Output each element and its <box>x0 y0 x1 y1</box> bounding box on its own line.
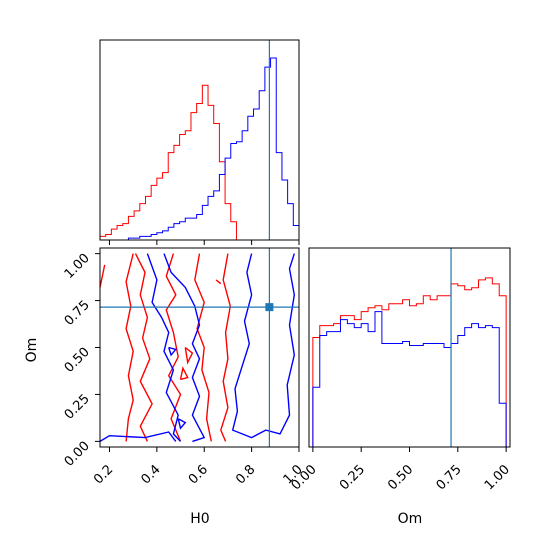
contour-red <box>165 253 182 442</box>
y-axis-label-om: Om <box>24 338 40 363</box>
contour-red <box>184 346 194 365</box>
om-y-tick-label: 0.25 <box>62 392 93 423</box>
contour-blue <box>146 253 182 442</box>
h0-hist-blue-line <box>100 57 300 241</box>
h0-tick-label: 0.2 <box>91 462 116 487</box>
panel-om-marginal: 0.00 0.25 0.50 0.75 1.00 <box>289 247 513 493</box>
contour-red <box>125 253 134 442</box>
om-y-tick-label: 0.75 <box>62 298 93 329</box>
x-axis-label-om: Om <box>398 511 423 527</box>
contour-red <box>134 253 153 442</box>
om-y-tick-label: 1.00 <box>62 251 93 282</box>
joint-truth-marker <box>265 303 274 312</box>
h0-tick-label: 0.6 <box>186 462 211 487</box>
om-x-tick-label: 0.75 <box>434 462 465 493</box>
contour-red <box>215 279 222 285</box>
contour-red <box>220 253 232 442</box>
om-hist-blue-line <box>312 311 507 447</box>
contour-blue <box>231 253 296 439</box>
om-x-tick-label: 1.00 <box>482 462 513 493</box>
h0-histogram-blue-series <box>100 57 300 241</box>
contour-red <box>179 366 189 381</box>
om-y-tick-label: 0.00 <box>62 439 93 470</box>
contours-red-series <box>99 253 232 442</box>
contours-blue-series <box>99 253 296 443</box>
om-hist-red-line <box>312 277 507 447</box>
om-x-tick-label: 0.25 <box>337 462 368 493</box>
h0-marginal-frame <box>99 39 300 241</box>
om-x-tick-label: 0.50 <box>385 462 416 493</box>
contour-blue <box>99 431 177 443</box>
contour-red <box>194 253 212 442</box>
om-y-tick-label: 0.50 <box>62 345 93 376</box>
contour-blue <box>168 346 178 357</box>
contour-blue <box>163 253 206 443</box>
contour-red <box>99 264 106 288</box>
om-marginal-frame <box>308 247 511 448</box>
panel-h0-om-joint: 0.2 0.4 0.6 0.8 1.00.000.250.500.751.00 <box>62 247 306 487</box>
om-histogram-red-series <box>312 277 507 447</box>
contour-blue <box>177 418 187 430</box>
x-axis-label-h0: H0 <box>190 511 209 527</box>
om-histogram-blue-series <box>312 311 507 447</box>
h0-tick-label: 0.8 <box>233 462 258 487</box>
om-marginal-ticks: 0.00 0.25 0.50 0.75 1.00 <box>289 447 513 493</box>
panel-h0-marginal <box>99 39 300 245</box>
h0-marginal-ticks <box>108 240 300 245</box>
h0-tick-label: 0.4 <box>138 462 163 487</box>
